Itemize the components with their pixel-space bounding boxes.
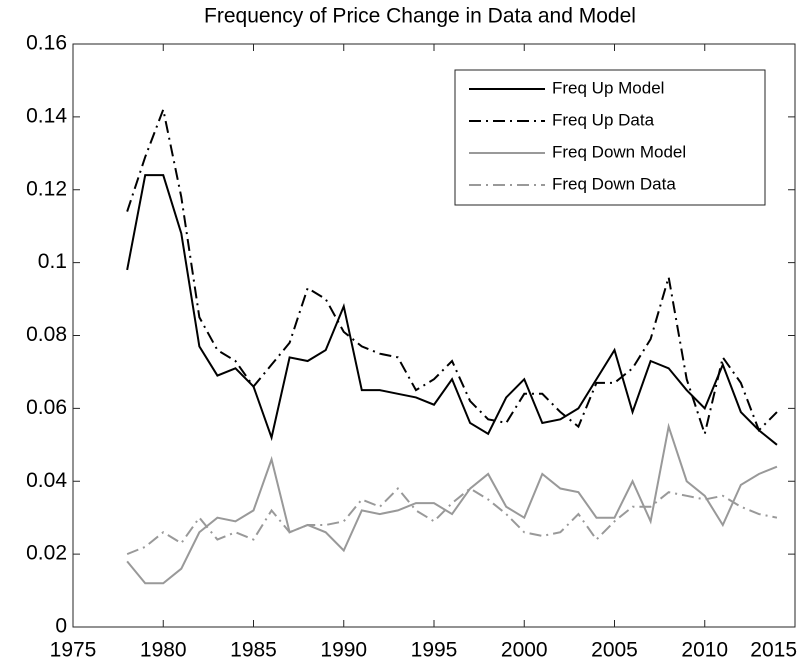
y-tick-label: 0.06 (26, 396, 67, 419)
x-tick-label: 1975 (50, 639, 97, 662)
series-line (126, 422, 778, 585)
x-tick-label: 2005 (591, 639, 638, 662)
x-tick-label: 1995 (411, 639, 458, 662)
y-tick-label: 0.08 (26, 323, 67, 346)
y-tick-label: 0.02 (26, 542, 67, 565)
x-tick-label: 2010 (681, 639, 728, 662)
legend-label: Freq Down Model (552, 142, 686, 161)
x-tick-label: 2000 (501, 639, 548, 662)
y-tick-label: 0.1 (38, 250, 67, 273)
legend-box (454, 69, 766, 206)
chart-title: Frequency of Price Change in Data and Mo… (204, 5, 636, 28)
series-line (126, 106, 778, 438)
x-tick-label: 2015 (750, 639, 797, 662)
series-line (126, 487, 778, 556)
y-tick-label: 0.14 (26, 104, 67, 127)
y-tick-label: 0.12 (26, 177, 67, 200)
x-tick-label: 1985 (230, 639, 277, 662)
y-tick-label: 0.16 (26, 32, 67, 55)
legend-label: Freq Up Model (552, 78, 664, 97)
x-tick-label: 1980 (140, 639, 187, 662)
y-tick-label: 0.04 (26, 469, 67, 492)
series-line (126, 174, 778, 446)
x-tick-label: 1990 (320, 639, 367, 662)
legend-label: Freq Up Data (552, 110, 655, 129)
y-tick-label: 0 (55, 615, 67, 638)
legend-label: Freq Down Data (552, 174, 676, 193)
